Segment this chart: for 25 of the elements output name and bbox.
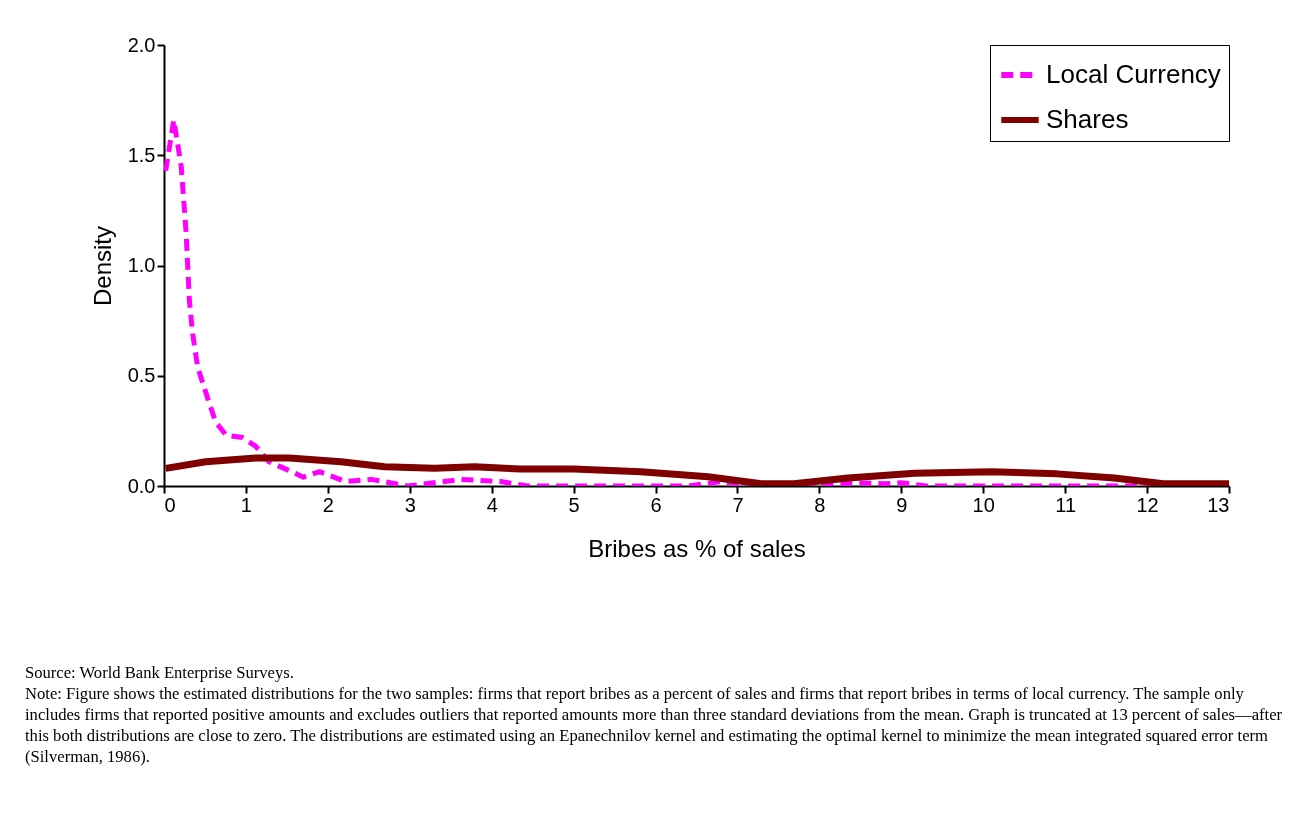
x-tick-label: 3	[404, 493, 416, 516]
y-tick-label: 1.5	[127, 143, 156, 166]
x-tick-label: 12	[1136, 493, 1159, 516]
x-tick-label: 9	[896, 493, 908, 516]
x-tick-label: 10	[972, 493, 995, 516]
y-tick-label: 1.0	[127, 254, 156, 276]
text: Note: Figure shows the estimated distributions for the two samples: firms that report bribes as a percent of sales and firms that report bribes in terms of local currency. The sample only includes firms that reported positive amounts and excludes outliers that reported amounts more than three standard deviations from the mean. Graph is truncated at 13 percent of sales—after this both distributions are close to zero. The distributions are estimated using an Epanechnilov kernel and estimating the optimal kernel to minimize the mean integrated squared error term (Silverman, 1986).	[25, 683, 1284, 767]
legend-label: Shares	[1046, 104, 1129, 134]
x-tick-label: 7	[732, 493, 744, 516]
y-tick-label: 2.0	[127, 33, 156, 56]
x-tick-label: 2	[322, 493, 334, 516]
x-tick-label: 0	[164, 493, 176, 516]
x-tick-label: 1	[240, 493, 252, 516]
y-tick-label: 0.0	[127, 474, 156, 497]
y-axis-title: Density	[88, 225, 116, 307]
x-tick-label: 11	[1055, 493, 1077, 516]
legend-label: Local Currency	[1046, 59, 1221, 89]
x-tick-label: 8	[814, 493, 826, 516]
y-tick-label: 0.5	[127, 364, 156, 387]
x-axis-title: Bribes as % of sales	[588, 534, 806, 562]
x-tick-label: 5	[568, 493, 580, 516]
x-tick-label: 6	[650, 493, 662, 516]
x-tick-label: 13	[1207, 493, 1230, 516]
source-note: Source: World Bank Enterprise Surveys.	[25, 662, 295, 683]
x-tick-label: 4	[486, 493, 498, 516]
